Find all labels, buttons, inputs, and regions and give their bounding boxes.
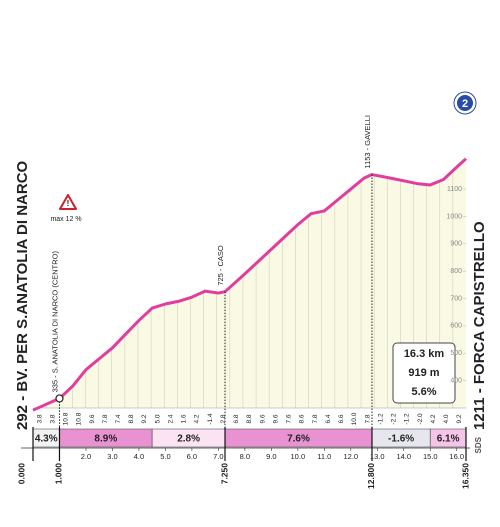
x-tick-label: 10.0	[291, 452, 306, 461]
step-gradient: 8.6	[299, 414, 306, 423]
x-tick-label: 5.0	[160, 452, 170, 461]
step-gradient: 2.8	[220, 414, 227, 423]
x-tick-label: 3.0	[107, 452, 117, 461]
step-gradient: 2.4	[167, 414, 174, 423]
waypoint-marker	[55, 394, 64, 403]
x-tick-label: 16.0	[449, 452, 464, 461]
step-gradient: 4.2	[194, 414, 201, 423]
x-tick-label: 15.0	[423, 452, 438, 461]
x-tick-label: 9.0	[266, 452, 276, 461]
x-tick-label: 12.0	[343, 452, 358, 461]
x-tick-label: 13.0	[370, 452, 385, 461]
gradient-label: -1.6%	[388, 434, 414, 445]
summary-distance: 16.3 km	[404, 348, 445, 360]
step-gradient: 7.6	[286, 414, 293, 423]
step-gradient: 3.8	[36, 414, 43, 423]
summary-gain: 919 m	[408, 367, 439, 379]
max-gradient-note: max 12 %	[50, 216, 81, 223]
step-gradient: 7.8	[312, 414, 319, 423]
side-label: SDS	[474, 436, 483, 453]
summary-gradient: 5.6%	[411, 386, 436, 398]
waypoint-label: 1153 - GAVELLI	[363, 115, 372, 169]
segment-edge-label: 12.800	[366, 463, 376, 489]
x-tick-label: 8.0	[240, 452, 250, 461]
profile-line	[32, 157, 468, 412]
y-tick-label: 600	[450, 323, 462, 330]
step-gradient: 6.8	[233, 414, 240, 423]
step-gradient: 10.0	[351, 412, 358, 425]
step-gradient: 9.6	[259, 414, 266, 423]
gradient-label: 7.6%	[287, 434, 310, 445]
step-gradient: 9.2	[141, 414, 148, 423]
step-gradient: 3.8	[49, 414, 56, 423]
y-tick-label: 1000	[446, 213, 462, 220]
waypoint-label: 335 - S. ANATOLIA DI NARCO (CENTRO)	[50, 250, 59, 392]
step-gradient: 10.8	[76, 412, 83, 425]
warning-icon	[59, 194, 77, 210]
y-tick-label: 700	[450, 295, 462, 302]
step-gradient: 6.4	[325, 414, 332, 423]
step-gradient: -2.0	[417, 413, 424, 425]
step-gradient: -1.2	[404, 413, 411, 425]
x-tick-label: 11.0	[317, 452, 331, 461]
x-tick-label: 6.0	[187, 452, 197, 461]
step-gradient: 10.8	[63, 412, 70, 425]
summary-box	[392, 342, 456, 404]
step-gradient: 8.8	[246, 414, 253, 423]
step-gradient: -2.2	[391, 413, 398, 425]
profile-area	[33, 158, 466, 411]
step-gradient: -1.2	[377, 413, 384, 425]
badge-ring	[453, 91, 477, 115]
step-gradient: 7.4	[115, 414, 122, 423]
step-gradient: 7.8	[102, 414, 109, 423]
gradient-label: 4.3%	[35, 434, 58, 445]
x-tick-label: 4.0	[134, 452, 144, 461]
y-tick-label: 400	[450, 377, 462, 384]
step-gradient: 6.6	[338, 414, 345, 423]
warning-mark: !	[67, 199, 70, 208]
step-gradient: 5.0	[154, 414, 161, 423]
step-gradient: 9.6	[89, 414, 96, 423]
y-tick-label: 500	[450, 350, 462, 357]
y-tick-label: 800	[450, 268, 462, 275]
gradient-label: 2.8%	[177, 434, 200, 445]
finish-label: 1211 - FORCA CAPISTRELLO	[471, 221, 488, 430]
x-tick-label: 7.0	[213, 452, 223, 461]
step-gradient: 8.8	[128, 414, 135, 423]
segment-edge-label: 16.350	[460, 463, 470, 489]
step-gradient: 9.2	[456, 414, 463, 423]
step-gradient: 4.0	[443, 414, 450, 423]
step-gradient: 7.8	[364, 414, 371, 423]
y-tick-label: 1100	[447, 186, 462, 193]
waypoint-label: 725 - CASO	[216, 245, 225, 286]
step-gradient: -1.4	[207, 413, 214, 425]
start-label: 292 - BV. PER S.ANATOLIA DI NARCO	[14, 160, 31, 430]
y-tick-label: 900	[450, 241, 462, 248]
step-gradient: 9.6	[272, 414, 279, 423]
x-tick-label: 2.0	[81, 452, 91, 461]
gradient-label: 8.9%	[94, 434, 117, 445]
badge-circle	[455, 93, 475, 113]
x-tick-label: 14.0	[396, 452, 411, 461]
segment-edge-label: 1.000	[54, 463, 64, 485]
segment-edge-label: 7.250	[219, 463, 229, 485]
step-gradient: 1.6	[181, 414, 188, 423]
badge-number: 2	[462, 98, 468, 110]
segment-edge-label: 0.000	[16, 463, 26, 485]
step-gradient: 4.2	[430, 414, 437, 423]
gradient-label: 6.1%	[437, 434, 460, 445]
